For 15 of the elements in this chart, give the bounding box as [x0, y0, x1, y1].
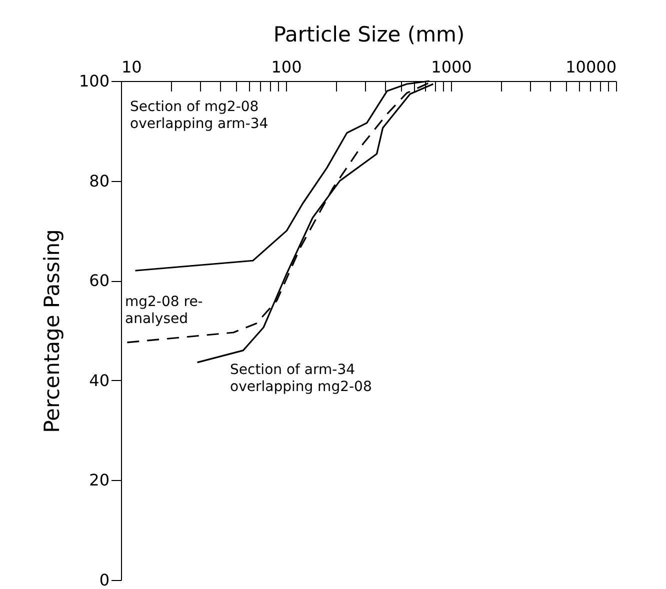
- annotation: Section of arm-34 overlapping mg2-08: [230, 362, 372, 395]
- y-tick-label: 60: [89, 271, 110, 290]
- x-tick-label: 10000: [566, 58, 616, 76]
- x-tick-label: 1000: [431, 58, 472, 76]
- annotation: Section of mg2-08 overlapping arm-34: [130, 99, 268, 132]
- y-tick-label: 20: [89, 470, 110, 490]
- x-tick-label: 10: [122, 58, 142, 76]
- x-tick-label: 100: [271, 58, 302, 76]
- y-tick-label: 80: [89, 171, 110, 190]
- y-axis-title: Percentage Passing: [40, 229, 64, 433]
- y-tick-label: 0: [99, 570, 110, 589]
- x-axis-title: Particle Size (mm): [273, 22, 465, 46]
- y-tick-label: 40: [89, 370, 110, 390]
- annotation: mg2-08 re- analysed: [125, 294, 203, 327]
- y-tick-label: 100: [78, 72, 110, 90]
